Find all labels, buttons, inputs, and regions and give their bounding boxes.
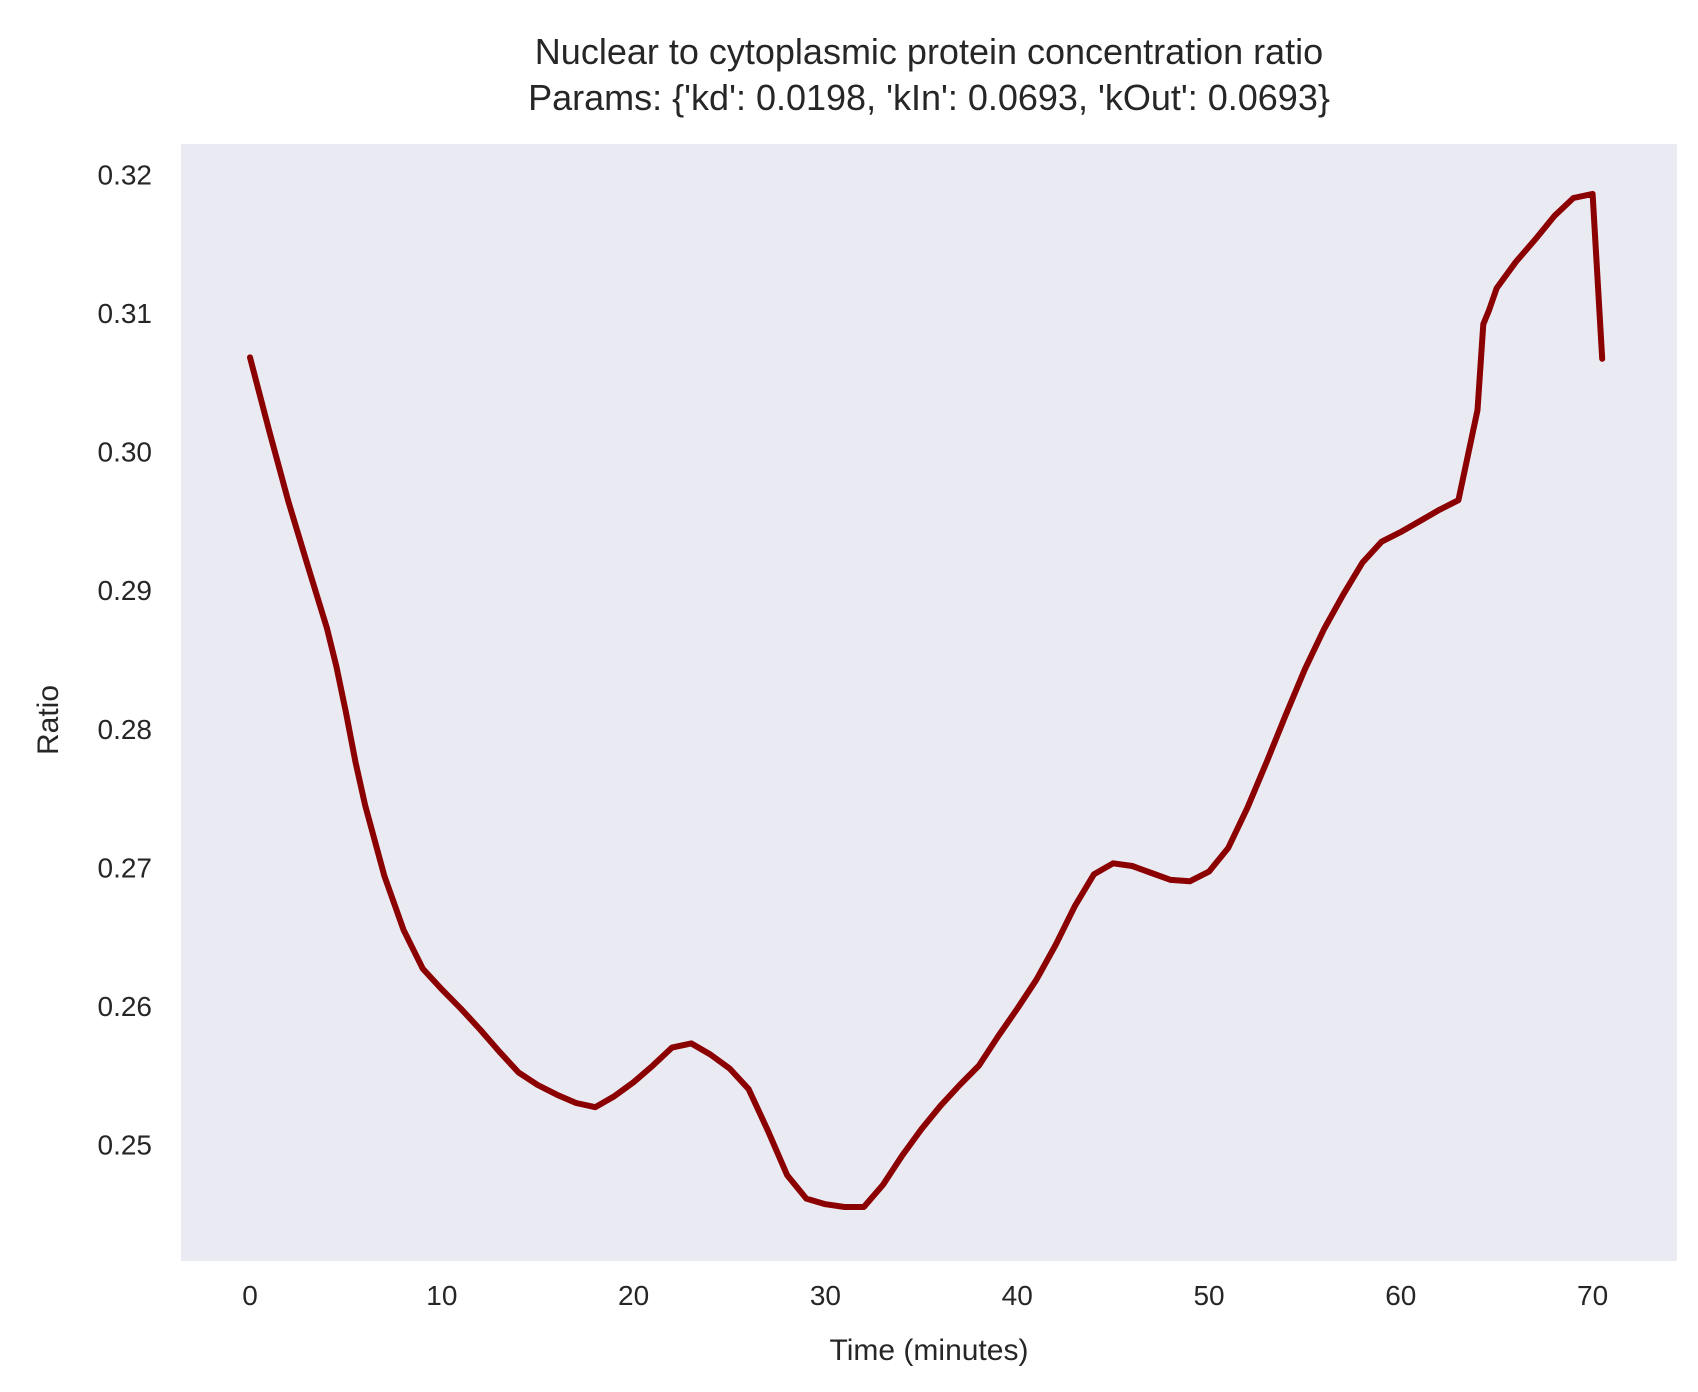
y-tick-label: 0.29 bbox=[98, 575, 153, 606]
x-axis-label: Time (minutes) bbox=[830, 1334, 1029, 1367]
y-tick-label: 0.32 bbox=[98, 159, 153, 190]
series-line bbox=[247, 190, 1606, 1210]
series-layer bbox=[247, 190, 1606, 1210]
y-tick-label: 0.26 bbox=[98, 991, 153, 1022]
chart-subtitle: Params: {'kd': 0.0198, 'kIn': 0.0693, 'k… bbox=[528, 77, 1330, 118]
y-tick-label: 0.28 bbox=[98, 714, 153, 745]
x-tick-label: 40 bbox=[1002, 1280, 1033, 1311]
y-axis-label: Ratio bbox=[32, 685, 65, 755]
plot-area bbox=[181, 144, 1677, 1261]
y-tick-label: 0.25 bbox=[98, 1130, 153, 1161]
x-tick-label: 30 bbox=[810, 1280, 841, 1311]
x-tick-label: 70 bbox=[1577, 1280, 1608, 1311]
x-tick-label: 20 bbox=[618, 1280, 649, 1311]
x-tick-label: 60 bbox=[1385, 1280, 1416, 1311]
x-tick-label: 10 bbox=[426, 1280, 457, 1311]
y-tick-label: 0.30 bbox=[98, 437, 153, 468]
chart-title: Nuclear to cytoplasmic protein concentra… bbox=[535, 31, 1323, 72]
x-tick-label: 0 bbox=[242, 1280, 258, 1311]
y-axis-ticks: 0.25 0.26 0.27 0.28 0.29 0.30 0.31 0.32 bbox=[98, 159, 153, 1160]
x-tick-label: 50 bbox=[1193, 1280, 1224, 1311]
y-tick-label: 0.31 bbox=[98, 298, 153, 329]
x-axis-ticks: 0 10 20 30 40 50 60 70 bbox=[242, 1280, 1608, 1311]
y-tick-label: 0.27 bbox=[98, 852, 153, 883]
